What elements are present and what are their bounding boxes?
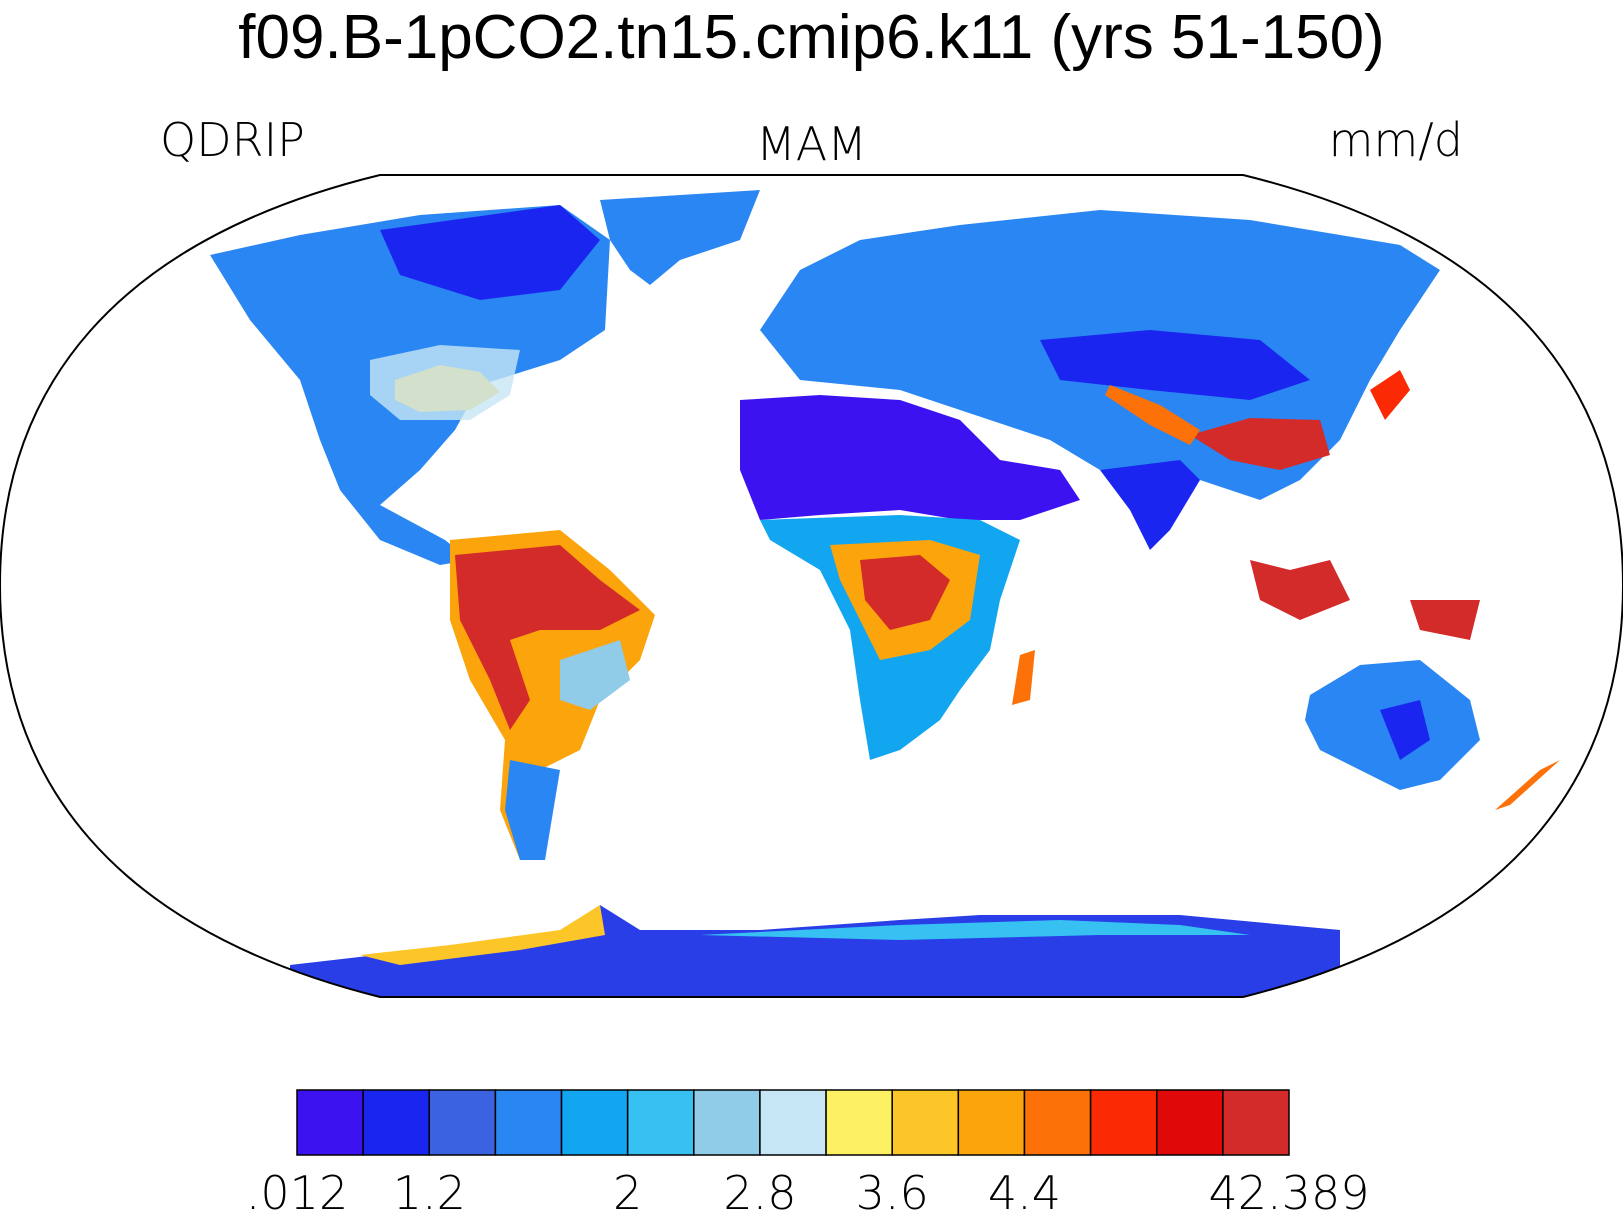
sahara-arabia-region — [740, 395, 1080, 520]
central-asia-region — [1040, 330, 1310, 400]
colorbar-swatch — [1155, 1089, 1224, 1156]
colorbar-swatch — [1089, 1089, 1158, 1156]
colorbar-swatch — [494, 1089, 563, 1156]
australia-interior-region — [1380, 700, 1430, 760]
new-guinea-region — [1410, 600, 1480, 640]
colorbar-swatch — [1222, 1089, 1290, 1156]
colorbar-tick-label: 4.4 — [987, 1166, 1062, 1220]
south-brazil-region — [560, 640, 630, 710]
colorbar-swatch — [296, 1089, 364, 1156]
patagonia-region — [505, 760, 560, 860]
units-label: mm/d — [1328, 113, 1463, 167]
antarctic-coast-region — [700, 920, 1250, 940]
variable-label: QDRIP — [160, 113, 305, 167]
greenland-region — [600, 190, 760, 285]
colorbar-swatch — [626, 1089, 695, 1156]
canada-arctic-region — [380, 205, 600, 300]
congo-region — [860, 555, 950, 630]
madagascar-region — [1012, 650, 1035, 705]
colorbar-swatch — [825, 1089, 893, 1156]
colorbar-swatch — [891, 1089, 960, 1156]
maritime-continent-region — [1250, 560, 1350, 620]
plot-title: f09.B-1pCO2.tn15.cmip6.k11 (yrs 51-150) — [238, 3, 1385, 72]
colorbar-swatch — [759, 1089, 827, 1156]
colorbar-swatch — [957, 1089, 1026, 1156]
colorbar-swatch — [693, 1089, 761, 1156]
east-china-region — [1190, 418, 1330, 470]
colorbar-swatch — [362, 1089, 431, 1156]
colorbar-swatch — [560, 1089, 629, 1156]
colorbar-tick-label: 3.6 — [855, 1166, 929, 1220]
colorbar-tick-label: 42.389 — [1208, 1166, 1370, 1220]
colorbar-swatch — [1023, 1089, 1092, 1156]
colorbar-tick-label: 1.2 — [392, 1166, 466, 1220]
colorbar-swatch — [428, 1089, 497, 1156]
colorbar-tick-label: 2.8 — [723, 1166, 797, 1220]
india-region — [1100, 460, 1200, 550]
himalaya-band-region — [1105, 385, 1200, 445]
colorbar-tick-label: .012 — [245, 1166, 349, 1220]
amazon-region — [455, 545, 640, 730]
colorbar — [296, 1089, 1290, 1156]
season-label: MAM — [756, 117, 867, 171]
world-map — [210, 190, 1560, 997]
japan-region — [1370, 370, 1410, 420]
antarctic-peninsula-region — [360, 905, 605, 965]
colorbar-tick-label: 2 — [613, 1166, 643, 1220]
map-border — [0, 174, 1623, 998]
us-east-fringe-region — [370, 345, 520, 420]
new-zealand-region — [1495, 760, 1560, 810]
